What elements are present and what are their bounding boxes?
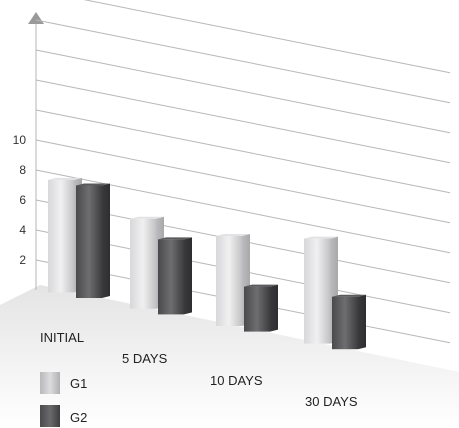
- bar-top: [158, 237, 192, 240]
- y-tick-label: 6: [19, 193, 26, 207]
- y-tick-label: 8: [19, 163, 26, 177]
- bar-side: [184, 237, 192, 315]
- y-tick-label: 2: [19, 253, 26, 267]
- legend-swatch-g2: [40, 405, 60, 427]
- y-axis-arrow-icon: [28, 12, 44, 24]
- gridline: [35, 109, 451, 194]
- bar-top: [76, 183, 110, 186]
- bar-g1-2: [216, 234, 250, 326]
- bar-top: [304, 236, 338, 239]
- bar-g2-1: [158, 237, 192, 315]
- bar-front: [130, 218, 156, 309]
- bar-front: [158, 239, 184, 315]
- bar-front: [48, 179, 74, 293]
- bar-front: [332, 296, 358, 350]
- category-label: 5 DAYS: [122, 351, 168, 366]
- bar-front: [244, 286, 270, 332]
- gridline: [35, 19, 451, 104]
- bar-top: [48, 177, 82, 180]
- gridline: [35, 49, 451, 134]
- category-label: 30 DAYS: [305, 394, 358, 409]
- bar-g2-0: [76, 183, 110, 298]
- bar-top: [332, 294, 366, 297]
- bar-top: [130, 216, 164, 219]
- legend-label-g1: G1: [70, 376, 87, 391]
- bar-front: [76, 185, 102, 298]
- gridline: [35, 139, 451, 224]
- y-tick-label: 10: [13, 133, 27, 147]
- bar-side: [102, 183, 110, 298]
- bar-side: [270, 284, 278, 332]
- y-tick-label: 4: [19, 223, 26, 237]
- category-label: INITIAL: [40, 330, 84, 345]
- chart-floor: [0, 285, 459, 428]
- legend-label-g2: G2: [70, 410, 87, 425]
- bar-front: [304, 238, 330, 344]
- bar-top: [244, 284, 278, 287]
- gridline: [83, 0, 451, 74]
- bar-g2-3: [332, 294, 366, 350]
- legend-swatch-g1: [40, 372, 60, 394]
- gridline: [35, 79, 451, 164]
- bar-top: [216, 234, 250, 236]
- category-label: 10 DAYS: [210, 373, 263, 388]
- bar-side: [358, 294, 366, 350]
- bar-g2-2: [244, 284, 278, 332]
- bar-front: [216, 236, 242, 326]
